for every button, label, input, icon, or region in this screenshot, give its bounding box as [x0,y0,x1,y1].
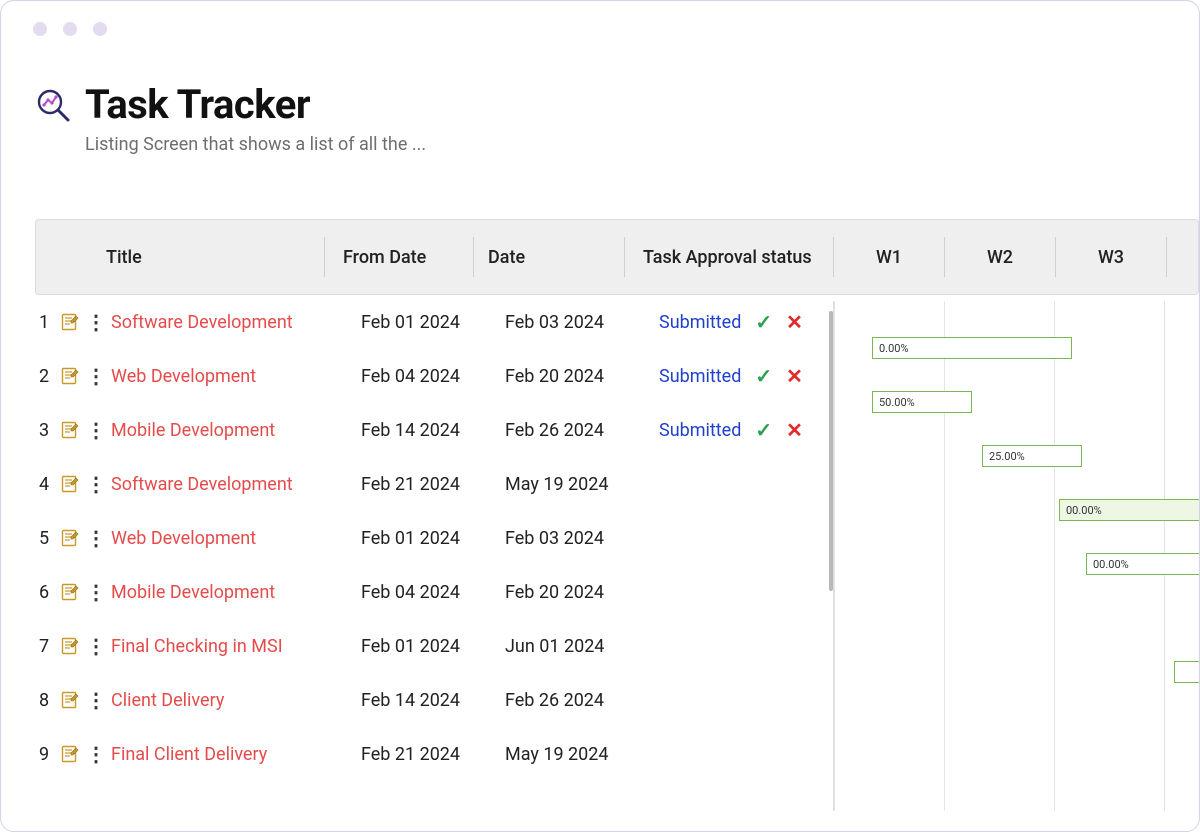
gantt-bar[interactable]: 0.00% [872,337,1072,359]
edit-icon[interactable] [55,366,85,386]
from-date-cell: Feb 01 2024 [343,528,491,549]
window-dot [33,22,47,36]
row-number: 5 [35,528,55,549]
from-date-cell: Feb 04 2024 [343,366,491,387]
row-menu-icon[interactable]: ⋮ [85,472,107,496]
edit-icon[interactable] [55,528,85,548]
date-cell: May 19 2024 [491,474,641,495]
edit-icon[interactable] [55,474,85,494]
row-menu-icon[interactable]: ⋮ [85,364,107,388]
approve-icon[interactable]: ✓ [755,310,772,334]
task-title-link[interactable]: Software Development [107,474,343,495]
gantt-bar[interactable]: 25.00% [982,445,1082,467]
date-cell: May 19 2024 [491,744,641,765]
column-date[interactable]: Date [474,235,624,279]
row-menu-icon[interactable]: ⋮ [85,634,107,658]
date-cell: Feb 20 2024 [491,582,641,603]
edit-icon[interactable] [55,420,85,440]
approve-icon[interactable]: ✓ [755,418,772,442]
status-cell: Submitted ✓ ✕ [641,418,849,442]
status-cell: Submitted ✓ ✕ [641,364,849,388]
date-cell: Feb 26 2024 [491,420,641,441]
reject-icon[interactable]: ✕ [786,364,803,388]
task-title-link[interactable]: Final Checking in MSI [107,636,343,657]
date-cell: Feb 26 2024 [491,690,641,711]
gantt-bar-label: 25.00% [989,450,1025,463]
reject-icon[interactable]: ✕ [786,418,803,442]
status-link[interactable]: Submitted [659,312,741,333]
task-title-link[interactable]: Mobile Development [107,582,343,603]
row-number: 7 [35,636,55,657]
page-title: Task Tracker [85,81,426,128]
row-menu-icon[interactable]: ⋮ [85,742,107,766]
from-date-cell: Feb 21 2024 [343,744,491,765]
gantt-bar-label: 0.00% [879,342,909,355]
column-status[interactable]: Task Approval status [625,235,833,279]
row-menu-icon[interactable]: ⋮ [85,580,107,604]
column-from-date[interactable]: From Date [325,235,473,279]
from-date-cell: Feb 01 2024 [343,312,491,333]
from-date-cell: Feb 21 2024 [343,474,491,495]
from-date-cell: Feb 14 2024 [343,420,491,441]
row-number: 2 [35,366,55,387]
gantt-bar-label: 00.00% [1066,504,1102,517]
gantt-bar[interactable]: 00.00% [1059,499,1200,521]
status-link[interactable]: Submitted [659,420,741,441]
magnifier-analytics-icon [35,87,73,125]
column-w3[interactable]: W3 [1056,235,1166,279]
row-number: 6 [35,582,55,603]
window-dot [63,22,77,36]
date-cell: Feb 03 2024 [491,528,641,549]
row-number: 8 [35,690,55,711]
gantt-bar[interactable]: 00.00% [1086,553,1200,575]
window-titlebar [1,1,1199,57]
row-menu-icon[interactable]: ⋮ [85,310,107,334]
date-cell: Feb 20 2024 [491,366,641,387]
task-title-link[interactable]: Mobile Development [107,420,343,441]
status-link[interactable]: Submitted [659,366,741,387]
row-number: 9 [35,744,55,765]
task-title-link[interactable]: Final Client Delivery [107,744,343,765]
row-menu-icon[interactable]: ⋮ [85,688,107,712]
gantt-bar[interactable]: 50.00% [872,391,972,413]
task-title-link[interactable]: Client Delivery [107,690,343,711]
task-title-link[interactable]: Software Development [107,312,343,333]
date-cell: Jun 01 2024 [491,636,641,657]
gantt-chart: 0.00% 50.00% 25.00% 00.00% 00.00% [833,301,1200,811]
edit-icon[interactable] [55,312,85,332]
from-date-cell: Feb 14 2024 [343,690,491,711]
window-dot [93,22,107,36]
row-menu-icon[interactable]: ⋮ [85,418,107,442]
column-title[interactable]: Title [36,235,324,279]
status-cell: Submitted ✓ ✕ [641,310,849,334]
from-date-cell: Feb 01 2024 [343,636,491,657]
app-window: Task Tracker Listing Screen that shows a… [0,0,1200,832]
column-w1[interactable]: W1 [834,235,944,279]
table-header: Title From Date Date Task Approval statu… [35,219,1199,295]
row-number: 4 [35,474,55,495]
date-cell: Feb 03 2024 [491,312,641,333]
edit-icon[interactable] [55,744,85,764]
edit-icon[interactable] [55,582,85,602]
page-header: Task Tracker Listing Screen that shows a… [1,57,1199,169]
column-w2[interactable]: W2 [945,235,1055,279]
page-subtitle: Listing Screen that shows a list of all … [85,134,426,155]
reject-icon[interactable]: ✕ [786,310,803,334]
row-number: 3 [35,420,55,441]
from-date-cell: Feb 04 2024 [343,582,491,603]
approve-icon[interactable]: ✓ [755,364,772,388]
gantt-bar-label: 00.00% [1093,558,1129,571]
row-menu-icon[interactable]: ⋮ [85,526,107,550]
task-title-link[interactable]: Web Development [107,366,343,387]
edit-icon[interactable] [55,690,85,710]
edit-icon[interactable] [55,636,85,656]
gantt-bar-label: 50.00% [879,396,915,409]
gantt-bar[interactable] [1174,661,1200,683]
task-title-link[interactable]: Web Development [107,528,343,549]
row-number: 1 [35,312,55,333]
